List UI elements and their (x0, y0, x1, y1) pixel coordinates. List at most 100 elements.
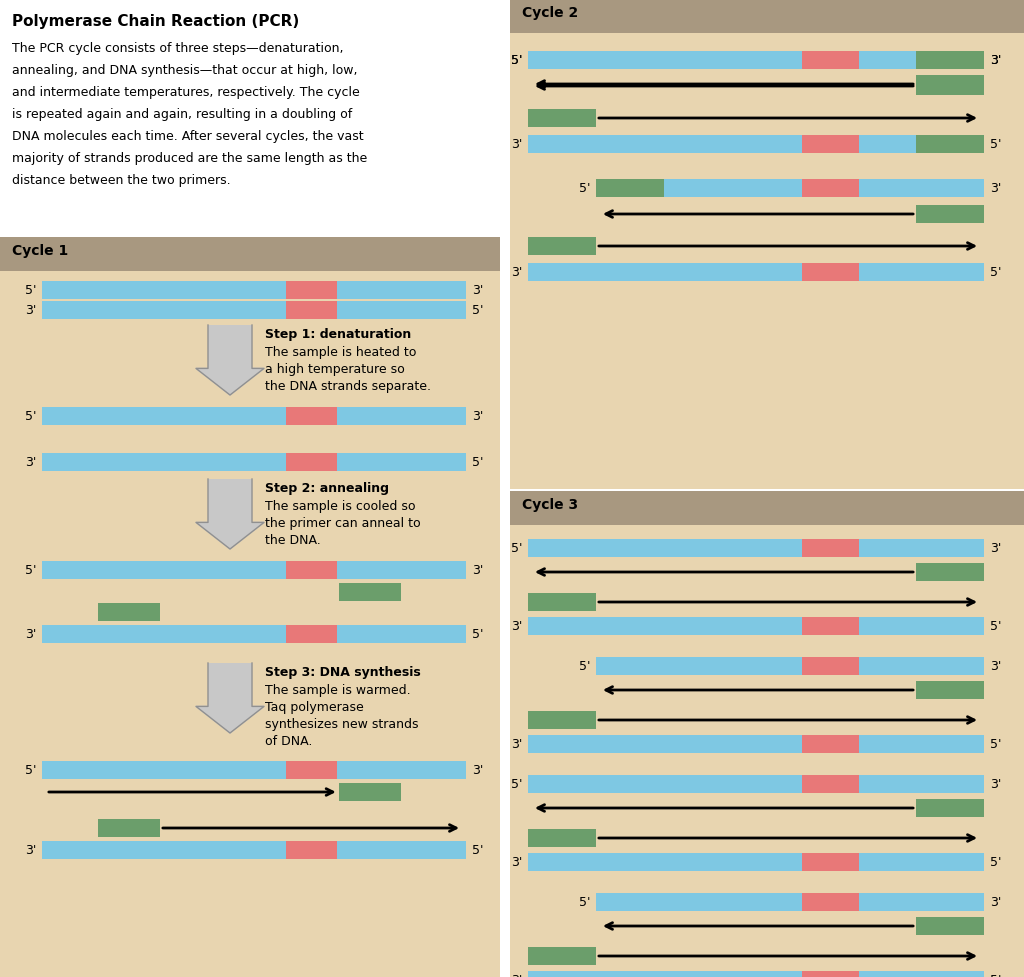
Bar (802, 893, 858, 912)
Text: Step 1: denaturation: Step 1: denaturation (265, 327, 412, 341)
Bar (98, 819, 160, 837)
Bar (528, 736, 984, 753)
Bar (42, 302, 466, 319)
Text: Cycle 2: Cycle 2 (522, 6, 579, 20)
Bar (916, 52, 984, 70)
Text: 3': 3' (511, 619, 522, 633)
Bar (42, 453, 466, 472)
Bar (528, 853, 984, 871)
Text: 3': 3' (511, 738, 522, 750)
Text: 5': 5' (472, 304, 483, 318)
Bar (528, 52, 984, 70)
Text: DNA molecules each time. After several cycles, the vast: DNA molecules each time. After several c… (12, 130, 364, 143)
Text: 5': 5' (990, 738, 1001, 750)
Bar (286, 841, 337, 859)
Bar (510, 0, 1024, 34)
Bar (339, 583, 400, 602)
Bar (802, 136, 858, 153)
Text: 3': 3' (25, 456, 36, 469)
Text: 5': 5' (25, 564, 36, 576)
Text: the DNA strands separate.: the DNA strands separate. (265, 380, 431, 393)
Text: 3': 3' (990, 55, 1001, 67)
Bar (286, 281, 337, 300)
Bar (528, 711, 596, 729)
Bar (802, 853, 858, 871)
Bar (916, 52, 984, 70)
Text: 3': 3' (990, 778, 1001, 790)
Bar (0, 237, 500, 977)
Text: majority of strands produced are the same length as the: majority of strands produced are the sam… (12, 151, 368, 165)
Bar (802, 658, 858, 675)
Bar (528, 775, 984, 793)
Bar (916, 136, 984, 153)
Bar (528, 264, 984, 281)
Bar (528, 829, 596, 847)
Text: the DNA.: the DNA. (265, 533, 321, 546)
Bar (596, 658, 984, 675)
Text: 5': 5' (472, 843, 483, 857)
Text: Polymerase Chain Reaction (PCR): Polymerase Chain Reaction (PCR) (12, 14, 299, 29)
Text: 5': 5' (25, 284, 36, 297)
Bar (596, 180, 664, 197)
Bar (528, 539, 984, 558)
Bar (528, 109, 596, 128)
Text: 3': 3' (472, 764, 483, 777)
Text: 5': 5' (579, 896, 590, 909)
Text: 5': 5' (25, 764, 36, 777)
Text: Step 2: annealing: Step 2: annealing (265, 482, 389, 494)
Text: distance between the two primers.: distance between the two primers. (12, 174, 230, 187)
Bar (208, 325, 252, 369)
Bar (802, 180, 858, 197)
Bar (916, 564, 984, 581)
Text: is repeated again and again, resulting in a doubling of: is repeated again and again, resulting i… (12, 107, 352, 121)
Text: 3': 3' (511, 139, 522, 151)
Bar (916, 206, 984, 224)
Bar (528, 136, 984, 153)
Bar (42, 562, 466, 579)
Bar (802, 539, 858, 558)
Bar (664, 180, 984, 197)
Bar (802, 52, 858, 70)
Bar (42, 281, 466, 300)
Bar (208, 480, 252, 523)
Bar (286, 453, 337, 472)
Text: a high temperature so: a high temperature so (265, 362, 404, 375)
Text: 3': 3' (990, 659, 1001, 673)
Text: 3': 3' (25, 843, 36, 857)
Text: The sample is warmed.: The sample is warmed. (265, 683, 411, 697)
Text: Cycle 1: Cycle 1 (12, 243, 69, 258)
Text: 5': 5' (990, 856, 1001, 869)
Text: 3': 3' (990, 542, 1001, 555)
Bar (802, 617, 858, 635)
Bar (916, 76, 984, 94)
Bar (802, 775, 858, 793)
Text: synthesizes new strands: synthesizes new strands (265, 717, 419, 730)
Bar (916, 78, 984, 96)
Text: 3': 3' (472, 284, 483, 297)
Polygon shape (196, 706, 264, 734)
Text: 5': 5' (472, 628, 483, 641)
Text: 3': 3' (472, 564, 483, 576)
Text: 3': 3' (990, 896, 1001, 909)
Bar (286, 761, 337, 780)
Text: 5': 5' (25, 410, 36, 423)
Text: 5': 5' (511, 542, 522, 555)
Text: The PCR cycle consists of three steps—denaturation,: The PCR cycle consists of three steps—de… (12, 42, 343, 55)
Text: Step 3: DNA synthesis: Step 3: DNA synthesis (265, 665, 421, 678)
Text: 5': 5' (990, 619, 1001, 633)
Text: the primer can anneal to: the primer can anneal to (265, 517, 421, 530)
Text: 5': 5' (990, 266, 1001, 279)
Text: 5': 5' (990, 973, 1001, 977)
Text: 5': 5' (511, 55, 522, 67)
Bar (98, 604, 160, 621)
Text: 5': 5' (579, 183, 590, 195)
Bar (42, 407, 466, 426)
Bar (0, 0, 500, 237)
Text: 3': 3' (25, 304, 36, 318)
Bar (528, 593, 596, 612)
Bar (510, 491, 1024, 977)
Text: of DNA.: of DNA. (265, 735, 312, 747)
Text: 3': 3' (511, 856, 522, 869)
Text: 3': 3' (511, 973, 522, 977)
Bar (802, 736, 858, 753)
